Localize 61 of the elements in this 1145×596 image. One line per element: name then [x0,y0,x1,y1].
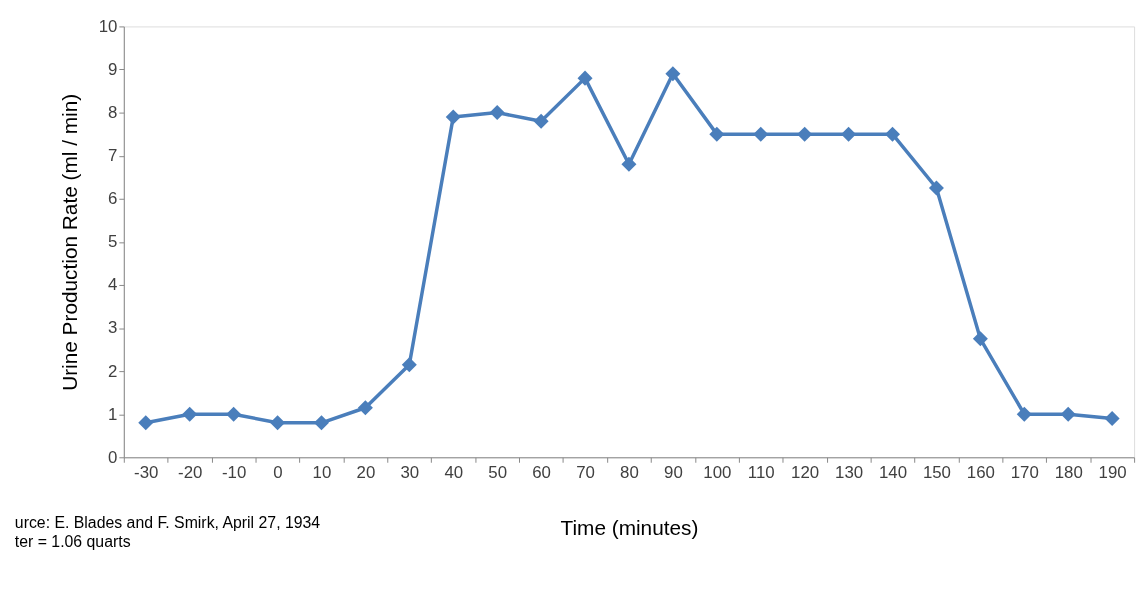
point [226,406,242,422]
point [928,180,944,196]
point [709,126,725,142]
point [841,126,857,142]
point [972,331,988,347]
point [182,406,198,422]
x-tick-label: 190 [1098,462,1127,482]
text: urce: E. Blades and F. Smirk, April 27, 1934 [14,513,321,531]
x-tick-label: 20 [356,462,376,482]
y-tick-label: 1 [108,404,118,424]
text: ter = 1.06 quarts [14,533,131,551]
point [577,70,593,86]
x-tick-label: 0 [273,462,283,482]
point [357,400,373,416]
y-tick-label: 5 [108,232,118,252]
y-tick-label: 6 [108,189,118,209]
point [1060,406,1076,422]
point [313,415,329,431]
x-tick-label: 140 [878,462,908,482]
y-tick-label: 3 [108,318,118,338]
point [138,415,154,431]
x-tick-label: 130 [835,462,864,482]
point [445,109,461,125]
point [489,105,505,121]
x-tick-label: 120 [791,462,820,482]
x-tick-label: 50 [488,462,508,482]
x-tick-label: 170 [1010,462,1039,482]
x-tick-label: 30 [400,462,420,482]
x-tick-label: 150 [922,462,951,482]
x-tick-label: 180 [1054,462,1083,482]
y-axis-title: Urine Production Rate (ml / min) [57,93,81,391]
x-tick-label: -30 [134,462,159,482]
point [533,113,549,129]
x-tick-label: 70 [576,462,595,482]
point [1104,411,1120,427]
x-axis-title: Time (minutes) [560,516,699,540]
point [401,357,417,373]
x-tick-label: 40 [444,462,464,482]
point [885,126,901,142]
point [270,415,286,431]
x-tick-label: 100 [703,462,732,482]
y-tick-label: 8 [108,103,118,123]
x-tick-label: 10 [312,462,332,482]
y-tick-label: 2 [108,361,118,381]
x-tick-label: 60 [532,462,551,482]
x-tick-label: 160 [966,462,995,482]
y-tick-label: 7 [108,146,118,166]
point [797,126,813,142]
y-tick-label: 4 [108,275,118,295]
x-tick-label: 90 [664,462,683,482]
y-tick-label: 0 [108,447,118,467]
point [665,66,681,82]
x-tick-label: -20 [178,462,203,482]
x-tick-label: 110 [747,462,775,482]
y-tick-label: 9 [108,59,118,79]
point [753,126,769,142]
point [621,156,637,172]
x-tick-label: 80 [620,462,639,482]
point [1016,406,1032,422]
y-tick-label: 10 [98,16,118,36]
x-tick-label: -10 [221,462,247,482]
